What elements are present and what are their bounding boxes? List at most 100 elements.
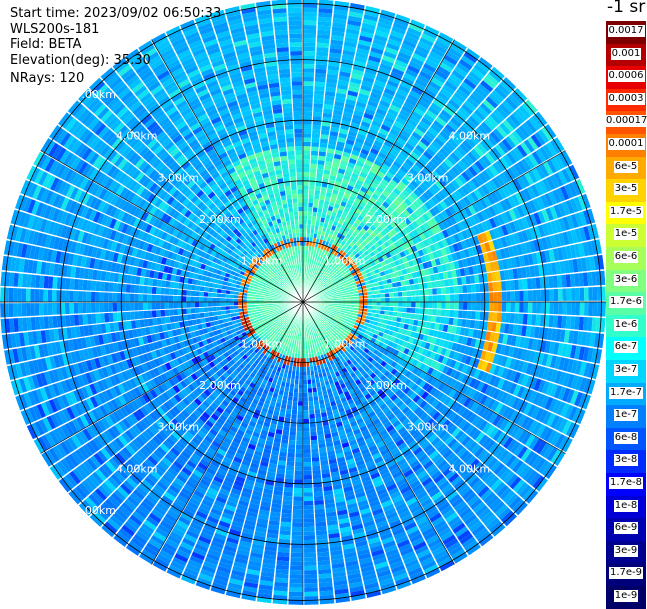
ray-gate: [402, 307, 407, 312]
ray-gate: [308, 207, 313, 212]
ray-gate: [303, 94, 313, 99]
ray-gate: [282, 504, 292, 509]
ray-gate: [485, 292, 490, 301]
ray-gate: [393, 292, 398, 297]
ray-gate: [303, 202, 308, 206]
ray-gate: [549, 289, 554, 301]
ray-gate: [459, 294, 464, 302]
ray-gate: [402, 302, 406, 307]
ray-gate: [315, 513, 326, 518]
ray-gate: [524, 302, 529, 313]
ray-gate: [440, 280, 445, 287]
ray-gate: [303, 99, 313, 104]
ray-gate: [450, 294, 455, 301]
ray-gate: [308, 392, 313, 397]
ray-gate: [554, 289, 559, 301]
ray-gate: [312, 461, 320, 466]
ray-gate: [485, 302, 490, 311]
ray-gate: [290, 570, 303, 575]
ray-gate: [309, 405, 314, 410]
ray-gate: [502, 302, 507, 312]
ray-gate: [458, 285, 463, 293]
ray-gate: [294, 484, 303, 489]
ray-gate: [532, 302, 537, 313]
ray-gate: [313, 103, 323, 108]
ray-gate: [303, 77, 314, 82]
ray-gate: [450, 302, 454, 309]
ray-gate: [415, 308, 420, 314]
ray-gate: [488, 282, 493, 291]
ray-gate: [303, 12, 317, 17]
ray-gate: [501, 312, 506, 322]
ray-gate: [314, 491, 324, 496]
ray-gate: [317, 169, 324, 174]
ray-gate: [295, 462, 303, 467]
ray-gate: [300, 354, 303, 358]
ray-gate: [506, 291, 511, 301]
ray-gate: [315, 186, 321, 191]
ray-gate: [414, 314, 419, 320]
ray-gate: [308, 203, 313, 208]
ray-gate: [287, 453, 295, 458]
ray-gate: [303, 107, 312, 112]
ray-gate: [293, 392, 298, 397]
ray-gate: [304, 570, 317, 575]
ray-gate: [313, 112, 322, 117]
ray-gate: [304, 561, 317, 566]
ray-gate: [309, 401, 314, 406]
ray-gate: [304, 445, 311, 450]
ray-gate: [304, 497, 314, 502]
ray-gate: [286, 470, 295, 475]
ray-gate: [304, 440, 311, 445]
ray-gate: [303, 8, 317, 13]
ray-gate: [313, 199, 318, 204]
ray-gate: [407, 296, 411, 301]
ray-gate: [311, 151, 319, 156]
ray-gate: [314, 487, 323, 492]
ray-gate: [445, 309, 450, 316]
ray-gate: [432, 288, 437, 295]
ray-gate: [519, 302, 524, 313]
ray-gate: [303, 397, 308, 401]
ray-gate: [297, 432, 303, 436]
ray-gate: [294, 388, 299, 393]
ray-gate: [389, 302, 393, 306]
ray-gate: [315, 522, 326, 527]
ray-gate: [523, 314, 528, 325]
ray-gate: [304, 527, 315, 532]
ray-gate: [303, 189, 308, 193]
ray-gate: [296, 449, 303, 453]
ray-gate: [303, 414, 309, 418]
ray-gate: [298, 410, 303, 414]
ray-gate: [300, 350, 303, 354]
ray-gate: [424, 295, 428, 301]
ray-gate: [449, 310, 454, 318]
ray-gate: [311, 444, 318, 449]
ray-gate: [310, 427, 316, 432]
ray-gate: [287, 400, 292, 405]
ray-gate: [311, 142, 319, 147]
ray-gate: [310, 164, 317, 169]
ray-gate: [293, 514, 303, 519]
ray-gate: [575, 288, 580, 301]
ray-gate: [431, 316, 436, 323]
ray-gate: [562, 288, 567, 301]
ray-gate: [398, 307, 403, 312]
ray-gate: [283, 500, 293, 505]
ray-gate: [290, 574, 303, 579]
ray-gate: [449, 286, 454, 294]
ray-gate: [531, 278, 536, 289]
ray-gate: [306, 233, 310, 238]
ray-gate: [310, 168, 317, 173]
ray-gate: [384, 311, 389, 316]
ray-gate: [308, 388, 313, 393]
ray-gate: [316, 526, 327, 531]
ray-gate: [389, 297, 393, 301]
ray-gate: [480, 292, 485, 301]
ray-gate: [303, 241, 306, 245]
ray-gate: [368, 302, 372, 305]
ray-gate: [446, 294, 451, 301]
ray-gate: [281, 513, 292, 518]
ray-gate: [437, 302, 441, 309]
ray-gate: [303, 380, 307, 384]
